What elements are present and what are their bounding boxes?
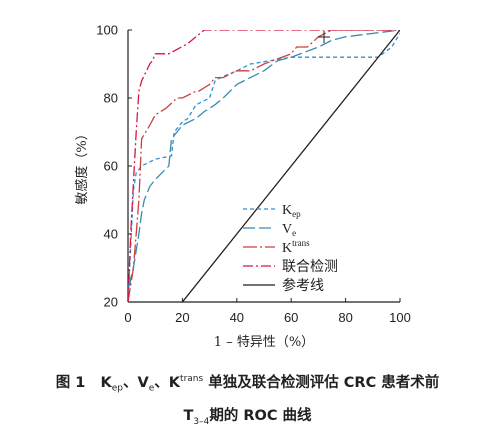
roc-curves: [128, 30, 400, 302]
x-tick-label: 40: [230, 310, 244, 325]
legend-label-subscript: e: [292, 228, 296, 238]
y-tick-label: 40: [104, 227, 118, 242]
caption-figure-number: 图 1: [55, 374, 86, 391]
legend-label-superscript: trans: [292, 238, 310, 248]
roc-series-line-1: [128, 33, 400, 302]
roc-series-line-2: [128, 30, 400, 302]
y-tick-label: 80: [104, 91, 118, 106]
legend-label-2: Ve: [282, 222, 296, 238]
y-axis-title: 敏感度（%）: [74, 127, 90, 204]
figure-caption: 图 1 Kep、Ve、Ktrans 单独及联合检测评估 CRC 患者术前 T3–…: [0, 366, 495, 436]
caption-line-2: T3–4期的 ROC 曲线: [0, 403, 495, 436]
y-tick-label: 100: [96, 23, 118, 38]
x-tick-label: 0: [124, 310, 131, 325]
caption-kep-sub: ep: [111, 383, 124, 394]
roc-chart: 0 20 40 60 80 100 20 40 60 80 100 1 – 特异性（%） 敏感度（…: [74, 23, 411, 351]
legend-label-4: 联合检测: [282, 259, 338, 275]
y-tick-label: 20: [104, 295, 118, 310]
x-axis-title: 1 – 特异性（%）: [214, 335, 314, 350]
legend-label-subscript: ep: [292, 209, 301, 219]
x-tick-label: 100: [389, 310, 411, 325]
y-tick-label: 60: [104, 159, 118, 174]
caption-line-1: 图 1 Kep、Ve、Ktrans 单独及联合检测评估 CRC 患者术前: [0, 366, 495, 403]
caption-ve: V: [137, 374, 149, 391]
y-ticks: 20 40 60 80 100: [96, 23, 132, 310]
caption-kep: K: [100, 374, 112, 391]
x-tick-label: 20: [175, 310, 189, 325]
legend-label-5: 参考线: [282, 277, 324, 294]
caption-text-2: 期的 ROC 曲线: [209, 407, 312, 424]
roc-series-line-3: [128, 30, 400, 302]
caption-ktrans-sup: trans: [180, 374, 204, 384]
marker-plus: [318, 31, 330, 43]
x-ticks: 0 20 40 60 80 100: [124, 298, 411, 325]
legend-label-1: Kep: [282, 203, 301, 219]
roc-series-line-5: [181, 30, 400, 302]
roc-series-line-4: [128, 30, 400, 302]
caption-t-sub: 3–4: [193, 416, 210, 427]
caption-separator: 、: [154, 374, 169, 391]
caption-ktrans: K: [168, 374, 181, 391]
legend-label-3: Ktrans: [282, 238, 310, 256]
caption-text: 单独及联合检测评估 CRC 患者术前: [203, 374, 440, 391]
caption-separator: 、: [123, 374, 138, 391]
caption-ve-sub: e: [148, 383, 155, 394]
x-tick-label: 60: [284, 310, 298, 325]
caption-t: T: [183, 407, 194, 424]
x-tick-label: 80: [338, 310, 352, 325]
